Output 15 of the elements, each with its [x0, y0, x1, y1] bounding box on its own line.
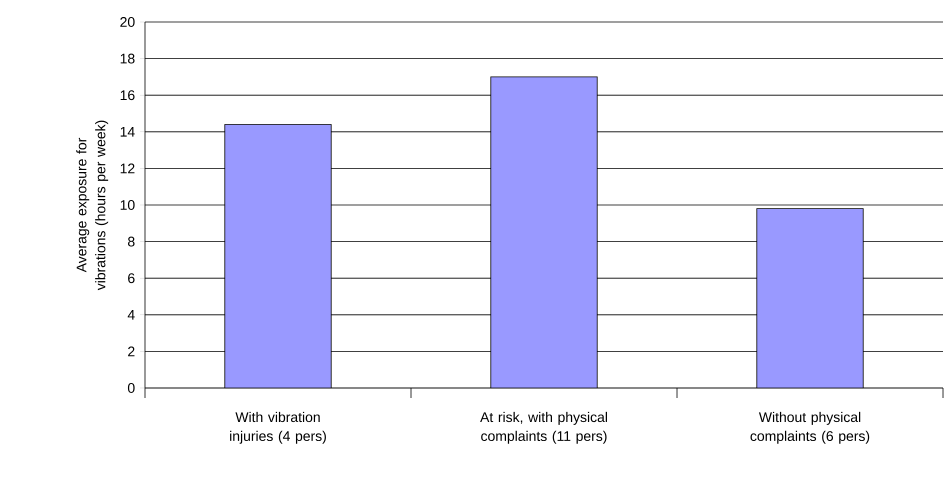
x-tick-label: With vibration injuries (4 pers): [230, 412, 326, 444]
y-tick-label: 6: [128, 273, 135, 284]
y-tick-label: 18: [120, 54, 135, 64]
x-tick-label: Without physical complaints (6 pers): [750, 412, 870, 444]
y-tick-label: 8: [128, 236, 135, 247]
x-tick-label: At risk, with physical complaints (11 pers): [480, 412, 607, 444]
y-tick-label: 14: [120, 127, 135, 137]
y-tick-label: 2: [128, 346, 134, 356]
y-tick-label: 4: [128, 310, 135, 320]
y-tick-label: 20: [120, 17, 135, 27]
y-tick-label: 10: [120, 200, 135, 210]
y-tick-label: 16: [120, 90, 135, 100]
y-axis-title: Average exposure for vibrations (hours per week): [76, 120, 108, 290]
y-tick-label: 12: [120, 164, 134, 174]
y-tick-label: 0: [128, 383, 135, 393]
